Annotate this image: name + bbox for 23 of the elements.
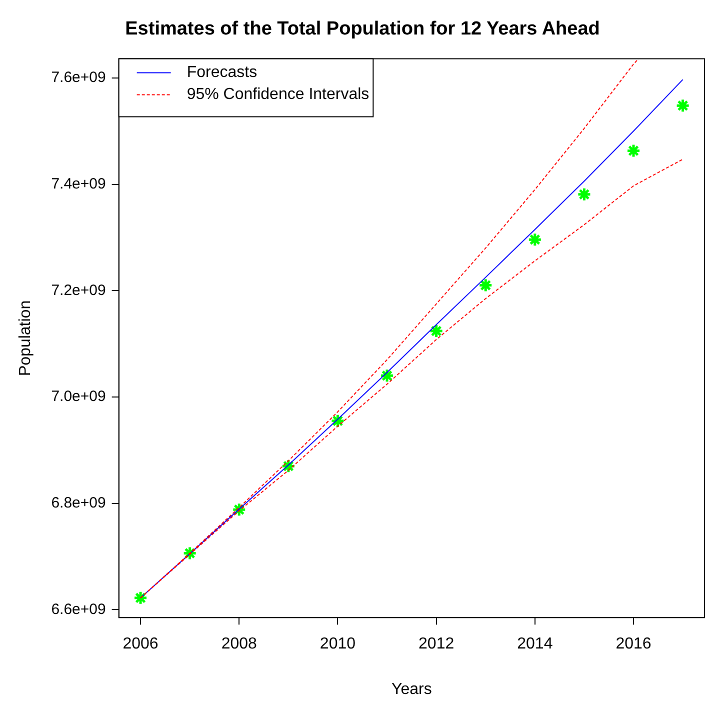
- y-tick-label: 7.4e+09: [51, 175, 106, 192]
- y-tick-label: 7.2e+09: [51, 282, 106, 299]
- legend-label: 95% Confidence Intervals: [186, 86, 370, 104]
- x-tick-label: 2008: [221, 636, 258, 653]
- chart-title: Estimates of the Total Population for 12 Years Ahead: [125, 18, 600, 40]
- point: [478, 278, 493, 293]
- point: [528, 232, 542, 247]
- x-tick-label: 2006: [122, 636, 158, 653]
- x-tick-label: 2012: [418, 636, 454, 653]
- x-tick-label: 2016: [616, 636, 652, 653]
- y-tick-label: 6.6e+09: [51, 600, 106, 618]
- y-tick-label: 7.0e+09: [51, 388, 106, 406]
- x-tick-label: 2014: [517, 636, 553, 653]
- x-axis-title: Years: [392, 680, 432, 698]
- x-tick-label: 2010: [320, 636, 356, 653]
- y-axis-title: Population: [17, 300, 34, 376]
- point: [576, 187, 592, 202]
- legend-label: Forecasts: [186, 64, 258, 82]
- y-tick-label: 7.6e+09: [51, 69, 106, 86]
- point: [676, 98, 690, 113]
- y-tick-label: 6.8e+09: [51, 494, 106, 512]
- point: [429, 324, 444, 338]
- point: [626, 144, 641, 158]
